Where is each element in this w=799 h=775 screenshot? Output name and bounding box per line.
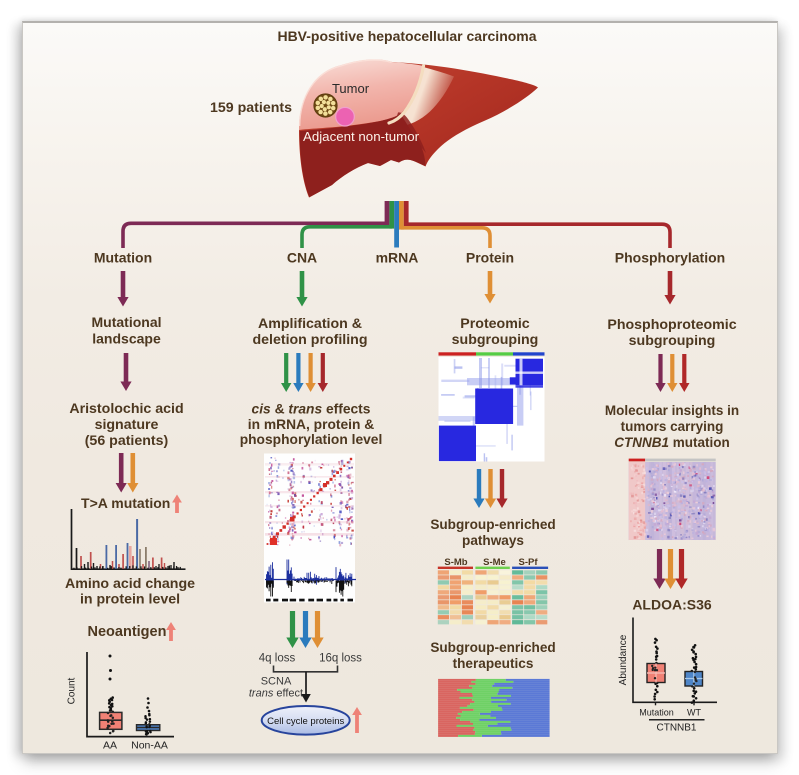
- svg-text:cis & trans effects: cis & trans effects: [252, 402, 371, 417]
- svg-text:Phosphorylation: Phosphorylation: [615, 250, 725, 266]
- svg-text:mRNA: mRNA: [376, 250, 419, 266]
- svg-text:in mRNA, protein &: in mRNA, protein &: [248, 417, 375, 432]
- svg-text:Proteomic: Proteomic: [460, 316, 529, 332]
- svg-text:landscape: landscape: [92, 331, 161, 347]
- svg-text:ALDOA:S36: ALDOA:S36: [632, 597, 712, 613]
- svg-text:16q loss: 16q loss: [319, 653, 362, 665]
- svg-text:subgrouping: subgrouping: [629, 333, 716, 349]
- svg-text:Molecular insights in: Molecular insights in: [605, 403, 739, 418]
- svg-text:Protein: Protein: [466, 250, 514, 266]
- svg-text:in protein level: in protein level: [80, 592, 180, 608]
- svg-text:CNA: CNA: [287, 250, 317, 266]
- svg-text:deletion profiling: deletion profiling: [252, 332, 367, 348]
- svg-text:(56 patients): (56 patients): [85, 433, 169, 449]
- svg-text:subgrouping: subgrouping: [452, 332, 539, 348]
- svg-text:therapeutics: therapeutics: [453, 656, 534, 671]
- svg-text:Amino acid change: Amino acid change: [65, 576, 195, 592]
- svg-text:AA: AA: [103, 740, 117, 752]
- svg-text:Non-AA: Non-AA: [131, 740, 168, 752]
- svg-text:S-Mb: S-Mb: [444, 557, 467, 568]
- svg-text:Neoantigen: Neoantigen: [88, 624, 167, 640]
- svg-text:Tumor: Tumor: [332, 81, 370, 96]
- svg-text:S-Pf: S-Pf: [519, 557, 539, 568]
- svg-text:HBV-positive hepatocellular ca: HBV-positive hepatocellular carcinoma: [277, 28, 536, 44]
- svg-text:Mutation: Mutation: [94, 250, 152, 266]
- svg-text:WT: WT: [687, 708, 701, 718]
- svg-text:4q loss: 4q loss: [259, 653, 296, 665]
- svg-text:159 patients: 159 patients: [210, 100, 292, 116]
- svg-text:phosphorylation level: phosphorylation level: [240, 432, 383, 447]
- svg-text:Subgroup-enriched: Subgroup-enriched: [430, 517, 555, 532]
- svg-text:Mutational: Mutational: [92, 314, 162, 330]
- svg-text:Count: Count: [67, 677, 78, 704]
- svg-text:Amplification &: Amplification &: [258, 316, 362, 332]
- svg-text:CTNNB1: CTNNB1: [656, 723, 696, 734]
- svg-text:Phosphoproteomic: Phosphoproteomic: [607, 317, 736, 333]
- svg-text:SCNA: SCNA: [261, 676, 292, 688]
- svg-text:Cell cycle proteins: Cell cycle proteins: [267, 716, 344, 727]
- svg-text:CTNNB1 mutation: CTNNB1 mutation: [614, 435, 730, 450]
- svg-text:signature: signature: [95, 417, 159, 433]
- svg-text:tumors carrying: tumors carrying: [621, 419, 724, 434]
- svg-text:Adjacent non-tumor: Adjacent non-tumor: [303, 129, 420, 144]
- svg-text:T>A mutation: T>A mutation: [81, 495, 170, 511]
- svg-text:S-Me: S-Me: [483, 557, 506, 568]
- svg-text:trans effect: trans effect: [249, 688, 303, 700]
- svg-text:Abundance: Abundance: [618, 634, 629, 685]
- svg-text:Subgroup-enriched: Subgroup-enriched: [430, 640, 555, 655]
- svg-text:Mutation: Mutation: [639, 708, 674, 718]
- svg-text:Aristolochic acid: Aristolochic acid: [69, 401, 183, 417]
- svg-text:pathways: pathways: [462, 533, 524, 548]
